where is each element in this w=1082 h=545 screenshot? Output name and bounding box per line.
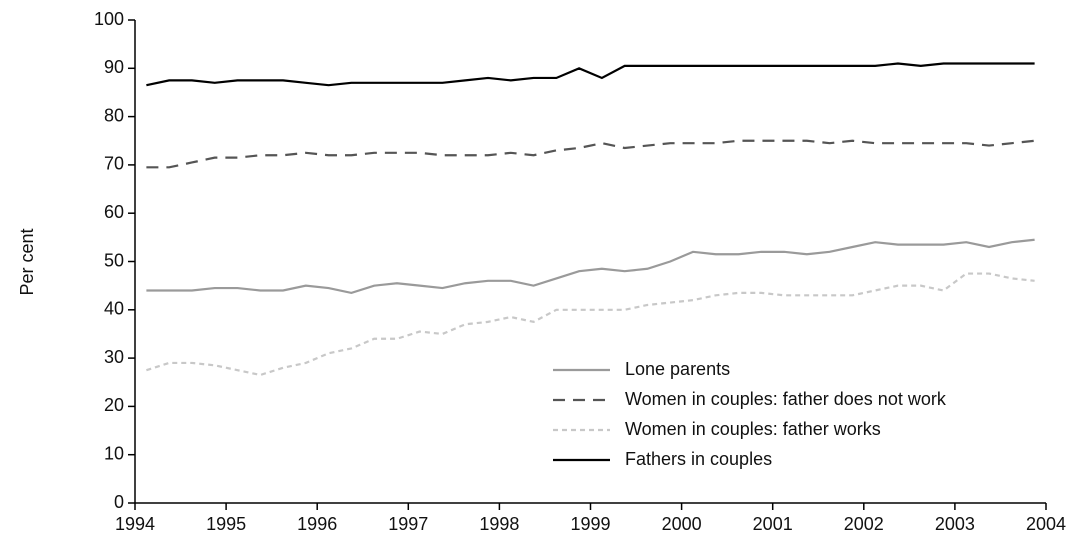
series-line [146, 62, 1035, 87]
y-tick-label: 20 [104, 395, 124, 415]
x-tick-label: 1997 [388, 514, 428, 534]
y-tick-label: 100 [94, 9, 124, 29]
y-axis-label: Per cent [17, 228, 37, 295]
x-tick-label: 2000 [662, 514, 702, 534]
y-tick-label: 30 [104, 347, 124, 367]
series-line [146, 238, 1035, 295]
legend-label: Women in couples: father works [625, 419, 881, 439]
x-tick-label: 1995 [206, 514, 246, 534]
legend-label: Lone parents [625, 359, 730, 379]
y-tick-label: 80 [104, 105, 124, 125]
y-tick-label: 10 [104, 443, 124, 463]
x-tick-label: 1999 [570, 514, 610, 534]
y-tick-label: 50 [104, 250, 124, 270]
y-tick-label: 90 [104, 57, 124, 77]
legend-label: Fathers in couples [625, 449, 772, 469]
y-tick-label: 0 [114, 492, 124, 512]
x-tick-label: 2004 [1026, 514, 1066, 534]
legend-label: Women in couples: father does not work [625, 389, 947, 409]
series-line [146, 139, 1035, 169]
x-tick-label: 1994 [115, 514, 155, 534]
x-tick-label: 1996 [297, 514, 337, 534]
x-tick-label: 2002 [844, 514, 884, 534]
y-tick-label: 60 [104, 202, 124, 222]
series-line [146, 272, 1035, 377]
y-tick-label: 40 [104, 299, 124, 319]
x-tick-label: 2003 [935, 514, 975, 534]
x-tick-label: 2001 [753, 514, 793, 534]
y-tick-label: 70 [104, 154, 124, 174]
x-tick-label: 1998 [479, 514, 519, 534]
